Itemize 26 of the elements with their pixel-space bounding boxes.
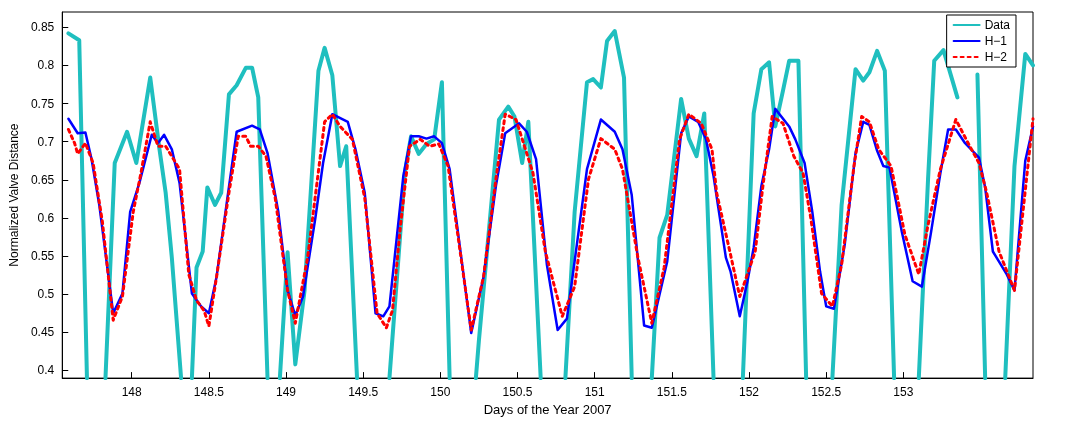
x-tick-label: 148 — [121, 385, 143, 400]
x-tick-label: 152.5 — [811, 385, 842, 400]
x-tick-label: 148.5 — [193, 385, 225, 400]
y-axis-title: Normalized Valve Distance — [7, 123, 21, 267]
x-tick-label: 151.5 — [656, 385, 688, 400]
x-axis-title: Days of the Year 2007 — [483, 402, 612, 417]
x-tick-label: 149 — [276, 385, 297, 400]
y-tick-label: 0.85 — [30, 20, 55, 35]
legend-label: H−2 — [984, 50, 1008, 64]
y-tick-label: 0.75 — [30, 96, 55, 111]
x-tick-label: 151 — [584, 385, 606, 400]
y-tick-label: 0.55 — [30, 249, 55, 264]
y-tick-label: 0.65 — [30, 172, 55, 187]
x-tick-label: 152 — [739, 385, 760, 400]
y-tick-label: 0.6 — [37, 210, 55, 225]
y-tick-label: 0.5 — [37, 287, 55, 302]
y-tick-label: 0.7 — [37, 134, 55, 149]
x-tick-label: 150 — [430, 385, 451, 400]
legend-label: H−1 — [984, 34, 1008, 48]
x-tick-label: 150.5 — [502, 385, 533, 400]
y-tick-label: 0.4 — [37, 363, 55, 378]
x-tick-label: 153 — [893, 385, 914, 400]
y-tick-label: 0.8 — [37, 58, 55, 73]
legend-label: Data — [984, 18, 1011, 32]
y-tick-label: 0.45 — [30, 325, 55, 340]
x-tick-label: 149.5 — [348, 385, 379, 400]
